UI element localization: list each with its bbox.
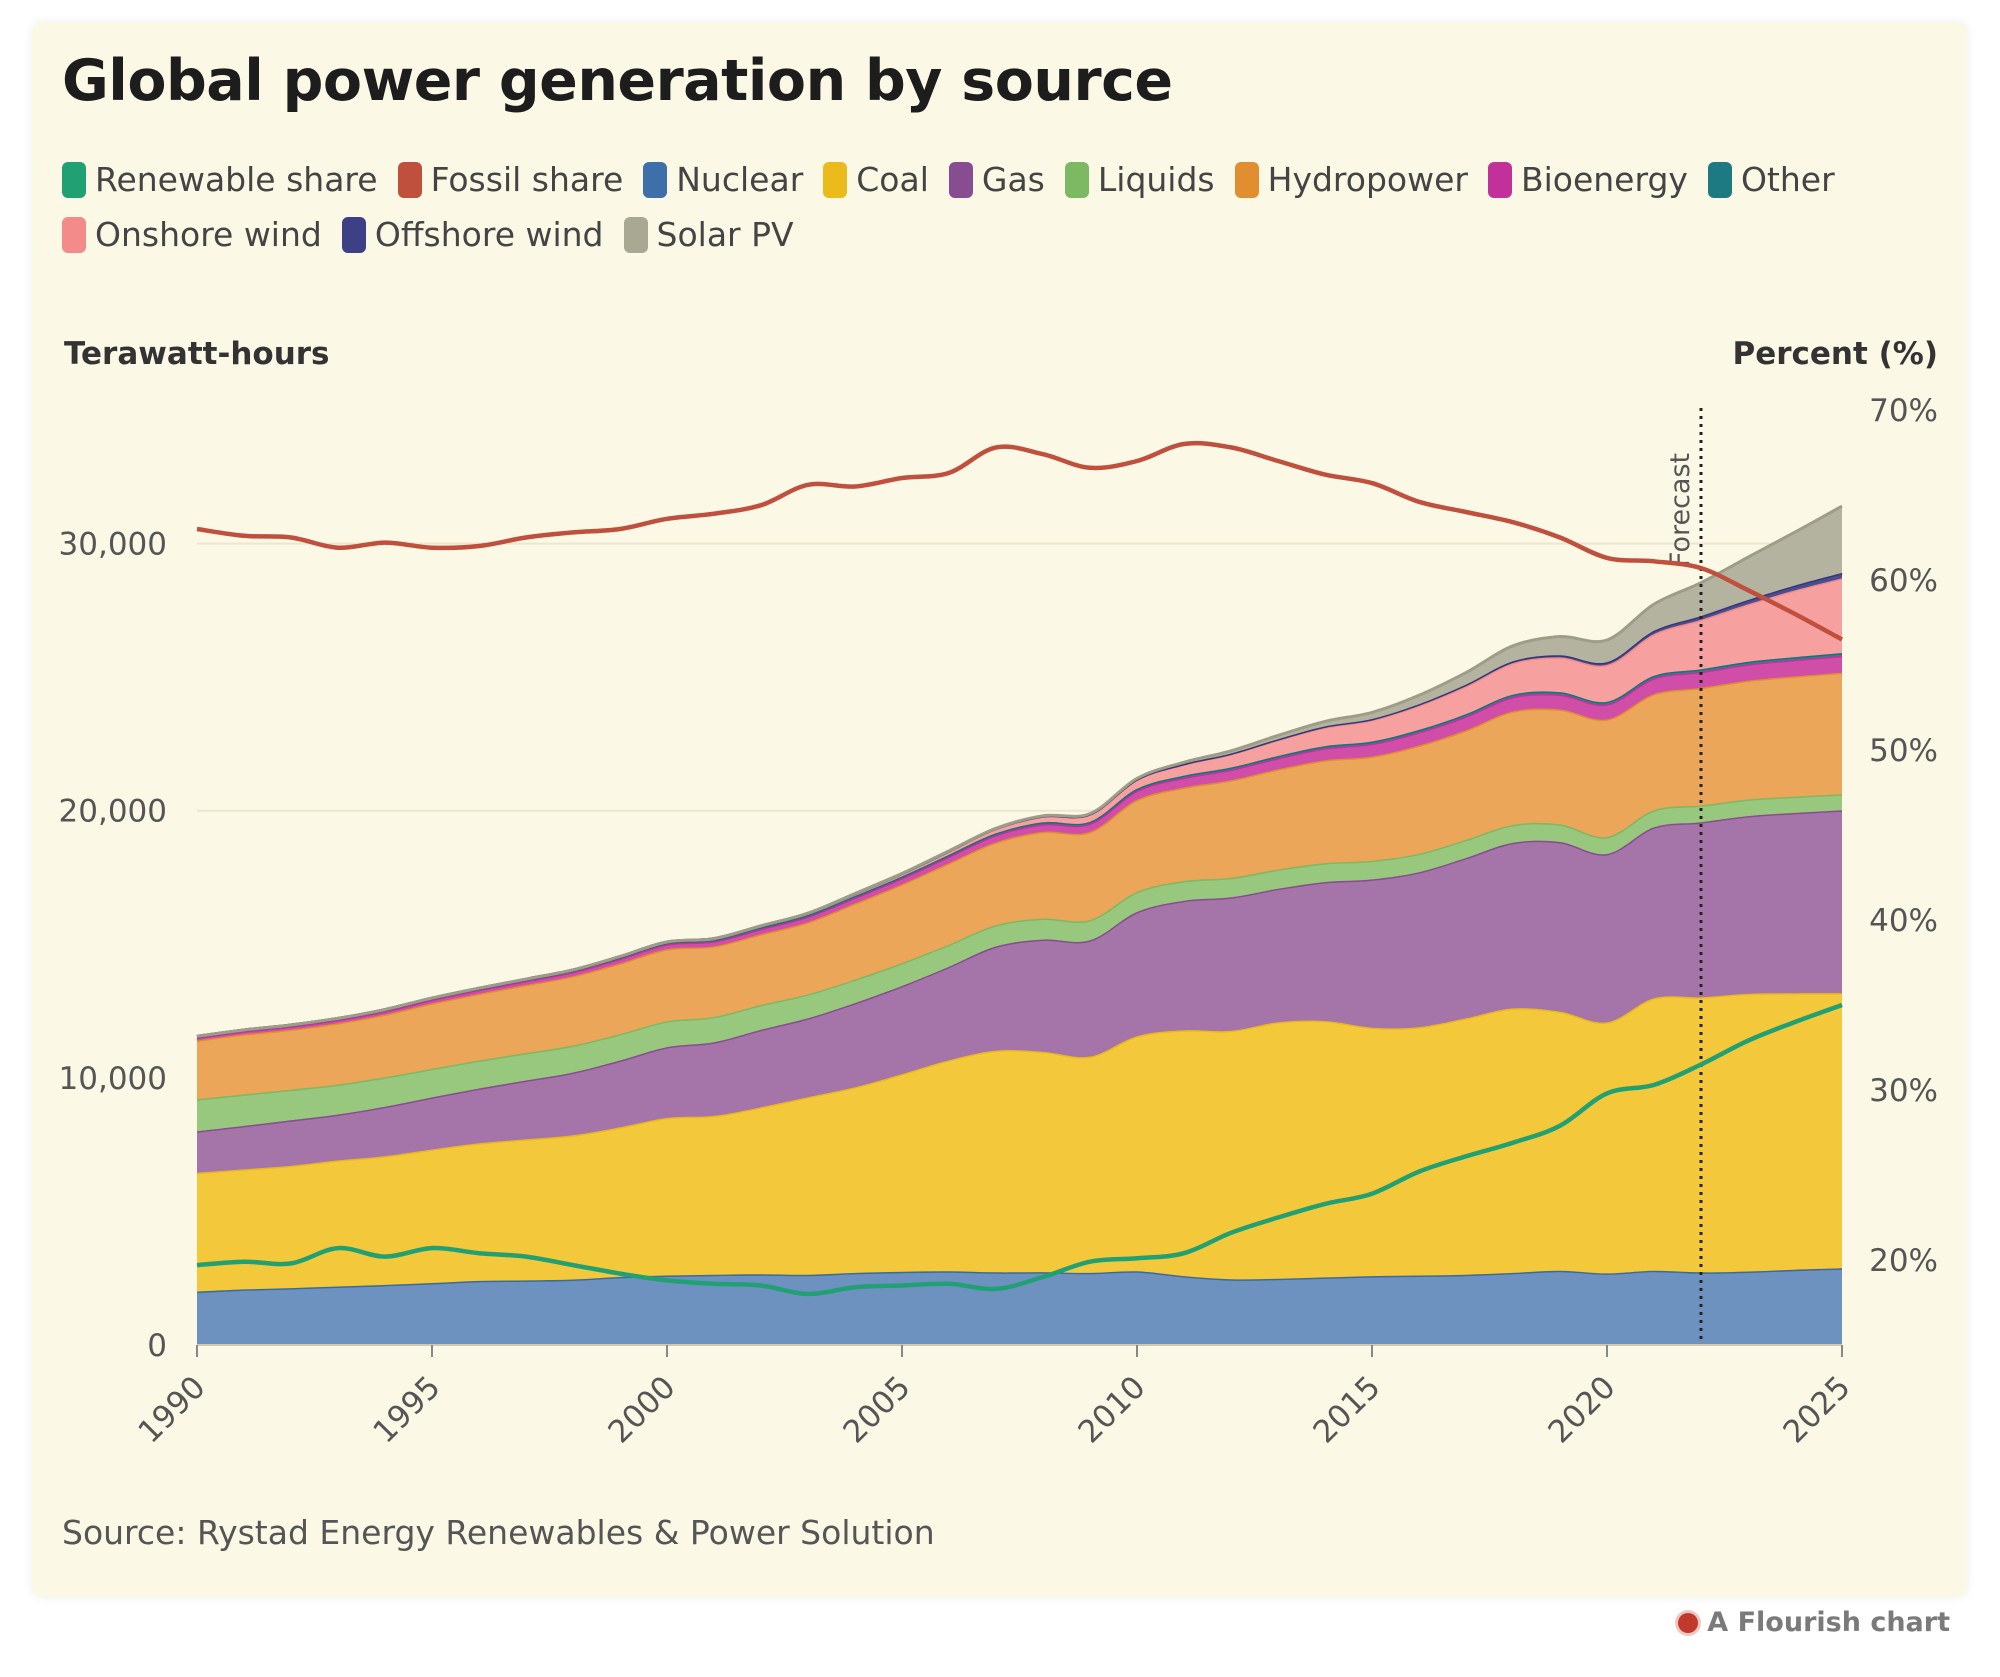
x-tick-label-2005: 2005 (836, 1369, 917, 1450)
legend-item-solar-pv[interactable]: Solar PV (623, 215, 794, 254)
legend-label-coal: Coal (856, 160, 929, 199)
legend-item-renewable-share[interactable]: Renewable share (62, 160, 378, 199)
line-fossil-share (196, 440, 1844, 642)
legend-item-hydropower[interactable]: Hydropower (1234, 160, 1468, 199)
flourish-credit[interactable]: A Flourish chart (1678, 1607, 1950, 1638)
legend-label-offshore-wind: Offshore wind (374, 215, 604, 254)
legend-label-bioenergy: Bioenergy (1520, 160, 1688, 199)
y-tick-label-0: 0 (147, 1328, 167, 1364)
y2-tick-label-30: 30% (1869, 1073, 1938, 1109)
area-edge-nuclear (196, 1266, 1843, 1294)
legend-label-solar-pv: Solar PV (656, 215, 794, 254)
x-tick-label-2010: 2010 (1071, 1369, 1152, 1450)
legend-swatch-renewable-share (62, 161, 86, 198)
legend-item-onshore-wind[interactable]: Onshore wind (62, 215, 322, 254)
legend-swatch-offshore-wind (341, 216, 366, 253)
legend-item-offshore-wind[interactable]: Offshore wind (341, 215, 604, 254)
legend-swatch-liquids (1064, 161, 1089, 198)
legend: Renewable share Fossil share Nuclear Coal Ga… (62, 160, 1942, 254)
area-edge-coal (196, 991, 1843, 1175)
area-gas (197, 810, 1842, 1173)
legend-item-other[interactable]: Other (1707, 160, 1835, 199)
legend-label-hydropower: Hydropower (1267, 160, 1468, 199)
legend-swatch-nuclear (643, 161, 668, 198)
area-liquids (197, 794, 1842, 1132)
y2-tick-label-70: 70% (1869, 393, 1938, 429)
area-nuclear (197, 1268, 1842, 1345)
area-edge-solar-pv (196, 504, 1843, 1038)
y2-tick-label-60: 60% (1869, 563, 1938, 599)
legend-swatch-bioenergy (1487, 161, 1512, 198)
legend-label-gas: Gas (981, 160, 1045, 199)
chart-title: Global power generation by source (62, 48, 1173, 114)
x-tick-label-1990: 1990 (131, 1369, 212, 1450)
legend-item-nuclear[interactable]: Nuclear (643, 160, 803, 199)
legend-swatch-hydropower (1234, 161, 1259, 198)
y2-tick-label-50: 50% (1869, 733, 1938, 769)
legend-item-bioenergy[interactable]: Bioenergy (1487, 160, 1688, 199)
legend-label-other: Other (1740, 160, 1835, 199)
legend-label-renewable-share: Renewable share (95, 160, 378, 199)
x-tick-label-2000: 2000 (601, 1369, 682, 1450)
legend-swatch-gas (948, 161, 973, 198)
legend-label-nuclear: Nuclear (676, 160, 804, 199)
area-coal (197, 993, 1842, 1292)
y-tick-label-20000: 20,000 (59, 794, 167, 830)
line-renewable-share (196, 1002, 1843, 1297)
source-note: Source: Rystad Energy Renewables & Power… (62, 1513, 935, 1552)
y2-tick-label-40: 40% (1869, 903, 1938, 939)
legend-swatch-coal (823, 161, 848, 198)
legend-label-fossil-share: Fossil share (430, 160, 624, 199)
flourish-logo-icon (1678, 1612, 1699, 1633)
x-tick-label-1995: 1995 (366, 1369, 447, 1450)
y-axis-title-left: Terawatt-hours (64, 336, 330, 372)
forecast-label: Forecast (1665, 453, 1696, 567)
legend-item-coal[interactable]: Coal (823, 160, 929, 199)
legend-swatch-solar-pv (623, 216, 648, 253)
y2-tick-label-20: 20% (1869, 1243, 1938, 1279)
legend-label-onshore-wind: Onshore wind (95, 215, 322, 254)
x-tick-label-2020: 2020 (1541, 1369, 1622, 1450)
x-tick-label-2025: 2025 (1776, 1369, 1857, 1450)
legend-swatch-fossil-share (397, 161, 422, 198)
legend-swatch-other (1707, 161, 1732, 198)
area-hydropower (197, 672, 1842, 1100)
legend-item-gas[interactable]: Gas (948, 160, 1045, 199)
x-tick-label-2015: 2015 (1306, 1369, 1387, 1450)
legend-item-liquids[interactable]: Liquids (1064, 160, 1215, 199)
y-axis-title-right: Percent (%) (1732, 336, 1938, 372)
credit-label: A Flourish chart (1707, 1607, 1950, 1638)
y-tick-label-30000: 30,000 (59, 527, 167, 563)
legend-item-fossil-share[interactable]: Fossil share (397, 160, 624, 199)
legend-label-liquids: Liquids (1097, 160, 1215, 199)
legend-swatch-onshore-wind (62, 216, 86, 253)
y-tick-label-10000: 10,000 (59, 1061, 167, 1097)
